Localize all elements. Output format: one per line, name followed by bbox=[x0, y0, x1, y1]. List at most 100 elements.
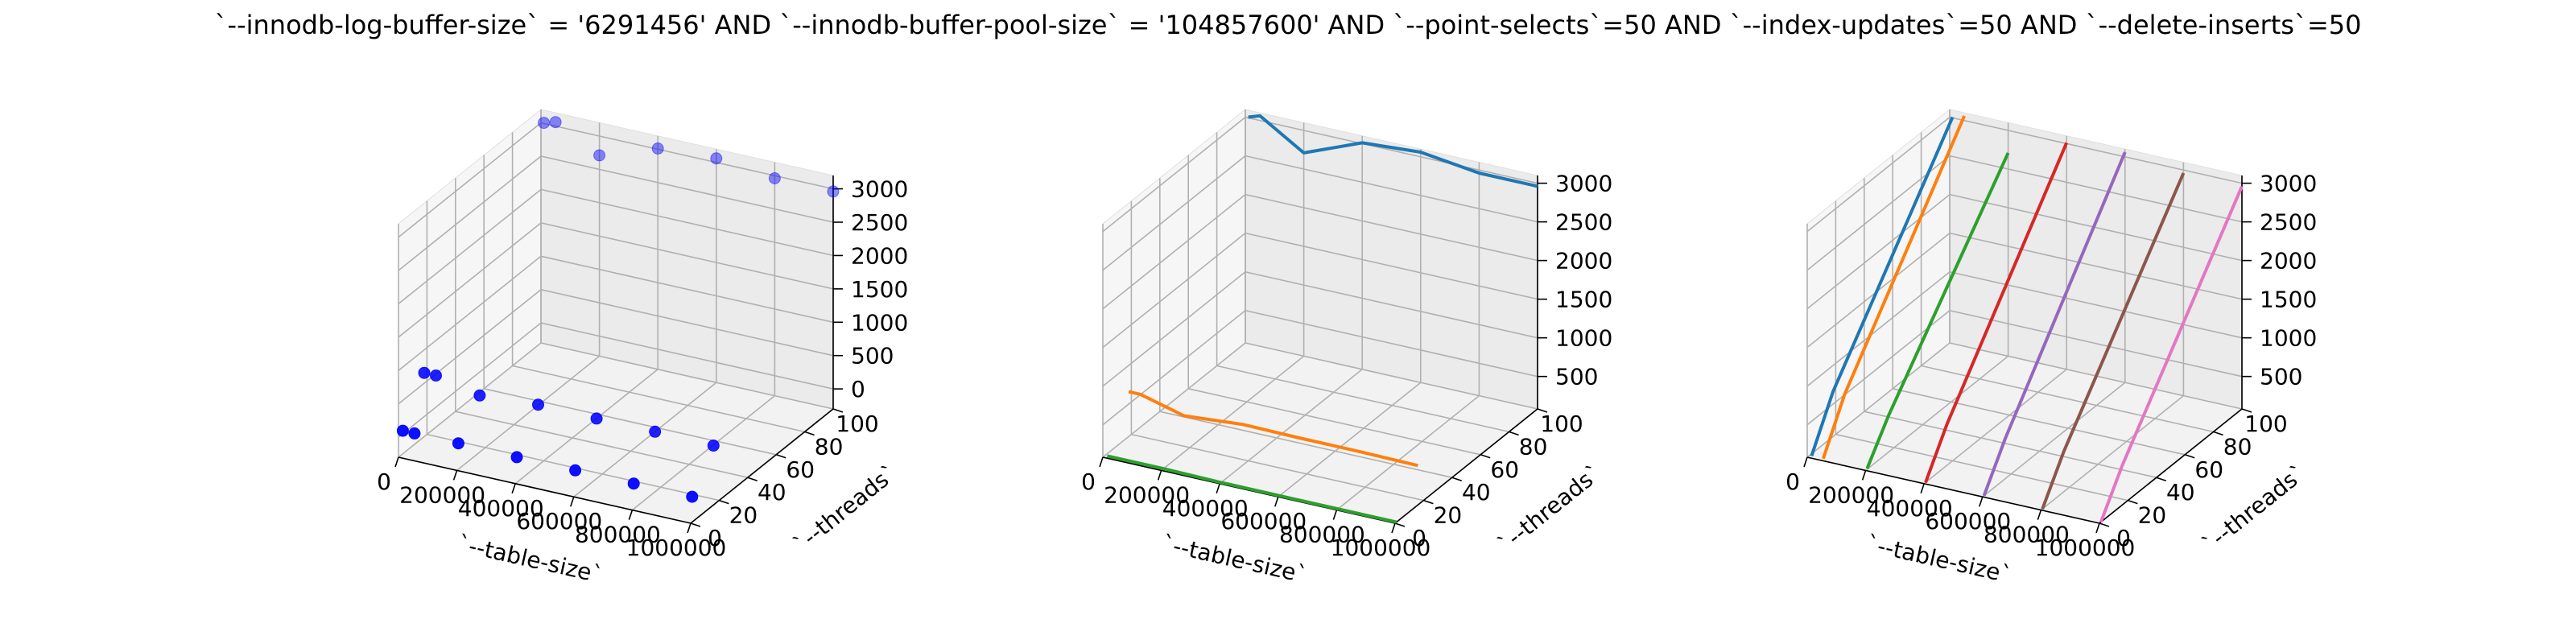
y-tick-mark bbox=[775, 454, 786, 459]
z-tick-label: 2500 bbox=[851, 209, 908, 236]
figure-title: `--innodb-log-buffer-size` = '6291456' A… bbox=[215, 10, 2362, 40]
series-line bbox=[1128, 390, 1418, 468]
z-gridline bbox=[398, 188, 834, 305]
z-gridline bbox=[398, 322, 834, 438]
x-tick-mark bbox=[1274, 496, 1279, 507]
z-gridline bbox=[1806, 270, 2243, 387]
y-gridline bbox=[1216, 132, 1509, 433]
x-tick-label: 1000000 bbox=[1331, 535, 1431, 561]
scatter-point bbox=[710, 152, 723, 165]
z-tick-label: 0 bbox=[851, 376, 865, 402]
x-axis-line bbox=[1806, 456, 2100, 524]
z-tick-label: 500 bbox=[851, 343, 894, 369]
scatter-point bbox=[473, 389, 486, 402]
x-tick-label: 400000 bbox=[1162, 495, 1249, 522]
y-tick-mark bbox=[1394, 522, 1406, 527]
z-tick-label: 1000 bbox=[851, 309, 908, 336]
z-gridline bbox=[1806, 193, 2243, 310]
series-line bbox=[2099, 185, 2244, 523]
x-tick-label: 200000 bbox=[399, 481, 485, 508]
x-tick-label: 0 bbox=[377, 469, 391, 495]
scatter-point bbox=[593, 149, 606, 162]
y-tick-label: 20 bbox=[2138, 502, 2167, 529]
y-gridline bbox=[1130, 200, 1424, 502]
z-tick-label: 2500 bbox=[2260, 209, 2317, 236]
y-tick-mark bbox=[2241, 408, 2252, 413]
x-tick-mark bbox=[394, 456, 399, 468]
y-tick-label: 0 bbox=[708, 525, 722, 551]
y-tick-label: 0 bbox=[2116, 525, 2131, 551]
x-tick-label: 0 bbox=[1081, 469, 1096, 495]
series-line bbox=[1822, 115, 1967, 460]
z-gridline bbox=[398, 122, 834, 238]
y-gridline bbox=[1245, 109, 1538, 410]
x-tick-label: 800000 bbox=[575, 522, 661, 548]
x-tick-label: 200000 bbox=[1104, 481, 1190, 508]
y-tick-mark bbox=[2156, 477, 2167, 481]
y-tick-label: 40 bbox=[1462, 479, 1491, 506]
x-tick-mark bbox=[2095, 522, 2100, 534]
x-tick-mark bbox=[1332, 510, 1338, 520]
y-tick-mark bbox=[2099, 522, 2110, 527]
subplot-line-by-table-size-3d: 0 200000400000600000800000100000002040608… bbox=[1785, 108, 2317, 588]
z-tick-label: 3000 bbox=[851, 176, 908, 203]
z-tick-label: 2000 bbox=[851, 242, 908, 269]
y-tick-label: 60 bbox=[1490, 456, 1519, 483]
x-tick-label: 800000 bbox=[1984, 522, 2070, 548]
y-axis-line bbox=[690, 408, 834, 524]
scatter-point bbox=[538, 117, 551, 130]
z-gridline bbox=[398, 222, 834, 338]
x-tick-label: 400000 bbox=[458, 495, 544, 522]
y-gridline bbox=[1949, 109, 2243, 410]
scatter-point bbox=[649, 425, 662, 438]
scatter-point bbox=[418, 366, 431, 379]
y-tick-label: 100 bbox=[2244, 411, 2287, 437]
z-tick-label: 3000 bbox=[1555, 171, 1612, 197]
z-tick-label: 1000 bbox=[2260, 325, 2317, 352]
series-line bbox=[1248, 114, 1538, 188]
y-tick-mark bbox=[1509, 431, 1519, 436]
x-tick-label: 1000000 bbox=[626, 535, 727, 561]
x-tick-mark bbox=[511, 483, 516, 494]
x-tick-mark bbox=[2037, 510, 2042, 520]
scatter-point bbox=[590, 412, 603, 425]
y-tick-label: 40 bbox=[758, 479, 786, 506]
scatter-point bbox=[768, 172, 781, 184]
x-tick-mark bbox=[1157, 470, 1162, 481]
z-tick-label: 500 bbox=[2260, 364, 2302, 390]
x-tick-label: 600000 bbox=[1220, 508, 1307, 535]
x-tick-label: 0 bbox=[1785, 469, 1800, 495]
y-gridline bbox=[1864, 178, 2157, 478]
x-tick-mark bbox=[628, 510, 634, 520]
scatter-point bbox=[549, 116, 562, 129]
y-axis-line bbox=[2099, 408, 2243, 524]
scatter-point bbox=[569, 464, 582, 477]
z-tick-label: 1500 bbox=[1555, 287, 1612, 313]
y-tick-mark bbox=[747, 477, 758, 481]
subplot-line-by-threads-3d: 0 200000400000600000800000100000002040608… bbox=[1081, 108, 1612, 588]
z-gridline bbox=[1102, 155, 1538, 271]
y-gridline bbox=[511, 132, 805, 433]
x-tick-label: 400000 bbox=[1867, 495, 1953, 522]
y-gridline bbox=[1892, 155, 2186, 456]
y-gridline bbox=[1920, 132, 2214, 433]
y-tick-mark bbox=[2128, 499, 2138, 505]
y-gridline bbox=[454, 178, 748, 478]
scatter-point bbox=[452, 437, 464, 450]
x-tick-label: 1000000 bbox=[2035, 535, 2136, 561]
scatter-point bbox=[707, 440, 720, 452]
y-tick-label: 100 bbox=[1540, 411, 1583, 437]
z-gridline bbox=[398, 255, 834, 371]
x-tick-mark bbox=[687, 522, 691, 534]
z-gridline bbox=[1102, 232, 1538, 349]
scatter-point bbox=[651, 142, 664, 155]
z-tick-label: 2500 bbox=[1555, 209, 1612, 236]
y-tick-label: 60 bbox=[2194, 456, 2223, 483]
y-gridline bbox=[1159, 178, 1452, 478]
y-gridline bbox=[426, 200, 720, 502]
y-gridline bbox=[1187, 155, 1481, 456]
y-gridline bbox=[483, 155, 777, 456]
x-tick-mark bbox=[1391, 522, 1396, 534]
x-tick-label: 600000 bbox=[516, 508, 602, 535]
